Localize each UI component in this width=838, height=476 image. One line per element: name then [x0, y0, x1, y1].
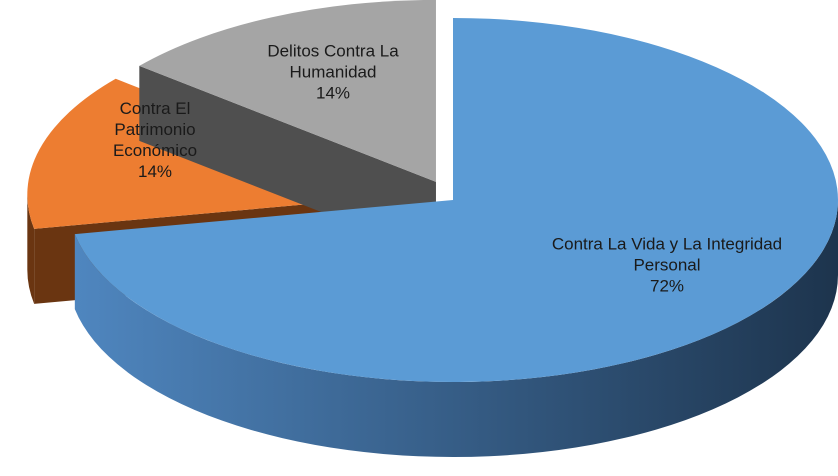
category-name: Contra El Patrimonio Económico	[112, 99, 198, 160]
slice-label: Delitos Contra La Humanidad 14%	[238, 41, 428, 104]
category-name: Contra La Vida y La Integridad Personal	[551, 234, 783, 275]
slice-label: Contra El Patrimonio Económico 14%	[100, 98, 210, 182]
slice-side	[74, 200, 838, 457]
slice-label: Contra La Vida y La Integridad Personal 7…	[547, 234, 787, 297]
value-label: 14%	[137, 162, 173, 181]
category-name: Delitos Contra La Humanidad	[267, 41, 399, 82]
value-label: 72%	[649, 276, 685, 296]
slice	[139, 0, 436, 182]
slice	[74, 18, 838, 382]
slice-side	[27, 194, 35, 304]
value-label: 14%	[315, 83, 351, 103]
